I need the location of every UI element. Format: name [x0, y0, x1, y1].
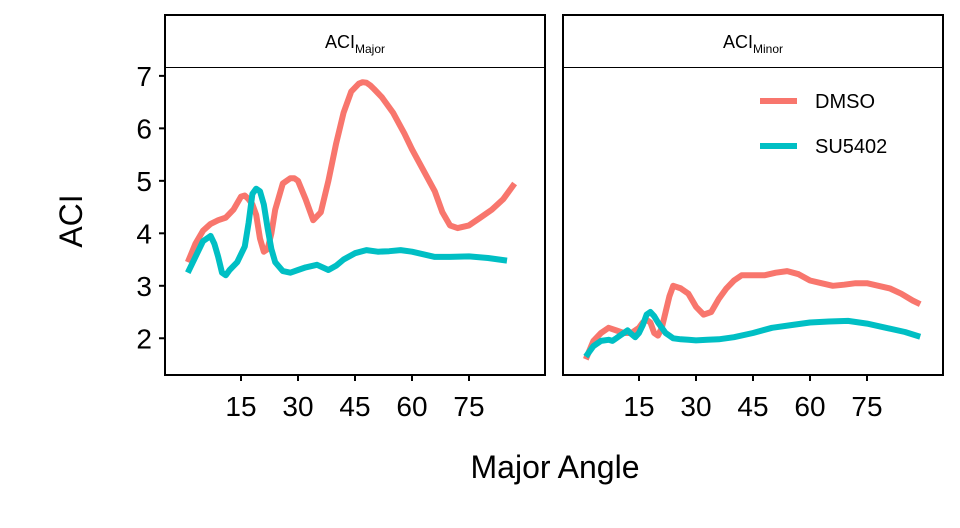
panel-aci-major: ACIMajor 15 30 45 60 75	[164, 14, 546, 422]
legend-label-dmso: DMSO	[815, 91, 875, 113]
x-tick-label: 30	[680, 391, 711, 422]
y-tick-label: 7	[136, 61, 152, 92]
y-tick-label: 5	[136, 166, 152, 197]
legend-label-su5402: SU5402	[815, 136, 887, 158]
x-tick-label: 75	[453, 391, 484, 422]
y-tick-label: 3	[136, 271, 152, 302]
x-tick-label: 60	[396, 391, 427, 422]
legend: DMSO SU5402	[760, 91, 887, 158]
panel-aci-minor: ACIMinor 15 30 45 60 75	[562, 14, 944, 422]
y-axis-label: ACI	[53, 194, 89, 247]
strip-label-aci-minor: ACIMinor	[723, 32, 783, 56]
series-line-dmso	[185, 79, 518, 264]
x-tick-label: 30	[282, 391, 313, 422]
x-tick-label: 75	[851, 391, 882, 422]
x-tick-label: 15	[623, 391, 654, 422]
panel-background	[165, 68, 545, 375]
y-tick-label: 6	[136, 113, 152, 144]
plot-area-aci-minor: 15 30 45 60 75	[562, 68, 944, 422]
x-tick-label: 60	[794, 391, 825, 422]
plot-area-aci-major: 15 30 45 60 75	[164, 68, 546, 422]
x-tick-label: 45	[737, 391, 768, 422]
x-tick-label: 15	[225, 391, 256, 422]
strip-aci-major	[164, 14, 546, 69]
x-axis-label: Major Angle	[471, 449, 640, 485]
series-line-dmso	[583, 268, 922, 361]
y-axis: 2 3 4 5 6 7	[136, 61, 165, 354]
series-line-su5402	[185, 185, 508, 279]
y-tick-label: 4	[136, 218, 152, 249]
x-tick-label: 45	[339, 391, 370, 422]
strip-label-aci-major: ACIMajor	[325, 32, 385, 56]
y-tick-label: 2	[136, 323, 152, 354]
series-line-su5402	[583, 309, 922, 359]
